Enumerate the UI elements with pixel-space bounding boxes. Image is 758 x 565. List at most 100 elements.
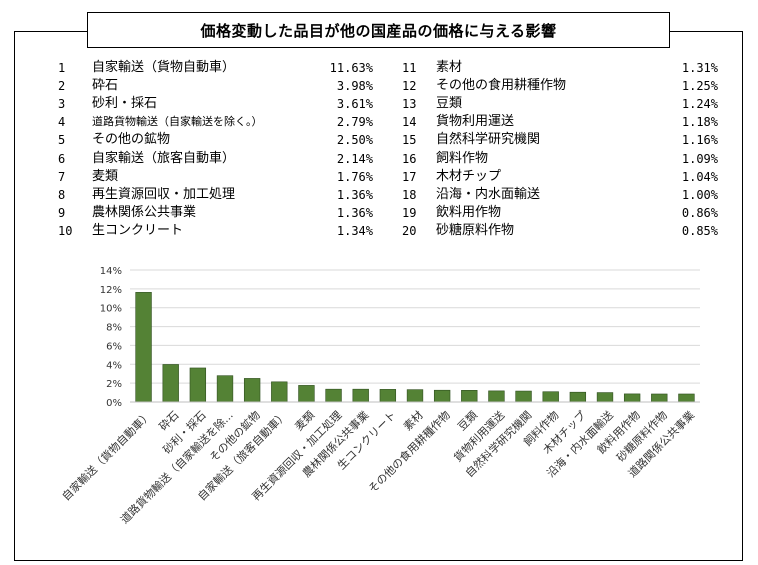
ranking-row: 13 豆類 1.24% — [402, 95, 718, 113]
bar — [271, 381, 288, 403]
ranking-item-percent: 11.63% — [329, 61, 373, 75]
ranking-item-percent: 1.00% — [681, 187, 718, 202]
ranking-item-percent: 1.04% — [681, 169, 718, 184]
ranking-row: 2 砕石 3.98% — [58, 77, 373, 95]
ranking-row: 9 農林関係公共事業 1.36% — [58, 204, 373, 222]
ranking-item-percent: 2.50% — [336, 133, 373, 148]
ranking-number: 12 — [402, 79, 417, 94]
y-tick-label: 10% — [100, 304, 122, 315]
ranking-number: 4 — [58, 115, 66, 130]
ranking-item-percent: 1.09% — [681, 151, 718, 166]
ranking-item-percent: 1.16% — [681, 133, 718, 148]
bar — [569, 391, 587, 403]
bar — [298, 385, 315, 403]
ranking-row: 1 自家輸送（貨物自動車） 11.63% — [58, 59, 373, 77]
ranking-row: 10 生コンクリート 1.34% — [58, 222, 373, 240]
bar — [488, 390, 505, 403]
bar — [461, 390, 478, 403]
ranking-number: 14 — [402, 115, 417, 130]
ranking-item-name: 飲料用作物 — [436, 204, 502, 220]
ranking-number: 9 — [58, 205, 66, 220]
bar — [651, 393, 668, 403]
bar — [678, 393, 695, 403]
bar — [596, 392, 614, 403]
bar — [433, 389, 451, 403]
ranking-row: 15 自然科学研究機関 1.16% — [402, 131, 718, 149]
bar — [542, 391, 559, 403]
ranking-row: 8 再生資源回収・加工処理 1.36% — [58, 186, 373, 204]
ranking-row: 3 砂利・採石 3.61% — [58, 95, 373, 113]
ranking-row: 5 その他の鉱物 2.50% — [58, 131, 373, 149]
ranking-row: 6 自家輸送（旅客自動車） 2.14% — [58, 150, 373, 168]
bar-chart: 0%2%4%6%8%10%12%14%自家輸送（貨物自動車） 砕石砂利・採石道路貨… — [59, 266, 700, 526]
ranking-item-name: 生コンクリート — [92, 222, 184, 238]
ranking-item-percent: 1.24% — [681, 97, 718, 112]
ranking-item-percent: 1.31% — [681, 61, 718, 75]
ranking-number: 17 — [402, 169, 417, 184]
y-tick-label: 0% — [106, 398, 122, 409]
ranking-number: 1 — [58, 61, 66, 75]
ranking-number: 18 — [402, 187, 417, 202]
y-tick-label: 14% — [100, 266, 122, 277]
ranking-item-percent: 1.36% — [336, 205, 373, 220]
ranking-number: 19 — [402, 205, 417, 220]
ranking-row: 7 麦類 1.76% — [58, 168, 373, 186]
bar — [406, 389, 424, 403]
ranking-row: 14 貨物利用運送 1.18% — [402, 113, 718, 131]
ranking-item-name: 貨物利用運送 — [436, 114, 515, 130]
bar — [135, 292, 152, 403]
ranking-item-percent: 1.36% — [336, 187, 373, 202]
ranking-item-percent: 1.76% — [336, 169, 373, 184]
y-tick-label: 6% — [106, 341, 122, 352]
ranking-item-name: 木材チップ — [436, 168, 502, 184]
ranking-number: 3 — [58, 97, 66, 112]
ranking-item-name: 麦類 — [92, 168, 119, 184]
ranking-item-name: 農林関係公共事業 — [92, 204, 197, 220]
y-tick-label: 12% — [100, 285, 122, 296]
ranking-item-percent: 1.18% — [681, 115, 718, 130]
bar — [189, 367, 207, 403]
ranking-number: 13 — [402, 97, 417, 112]
bar — [216, 375, 234, 403]
ranking-item-name: 豆類 — [436, 96, 463, 112]
ranking-item-name: 自家輸送（旅客自動車） — [92, 150, 236, 166]
ranking-item-name: 砕石 — [92, 78, 119, 94]
ranking-item-name: 再生資源回収・加工処理 — [92, 186, 236, 202]
ranking-item-name: その他の食用耕種作物 — [436, 78, 567, 94]
ranking-item-name: 道路貨物輸送（自家輸送を除く。） — [92, 115, 263, 129]
ranking-item-percent: 0.85% — [681, 223, 718, 238]
ranking-number: 11 — [402, 61, 417, 75]
ranking-item-name: 自家輸送（貨物自動車） — [92, 60, 236, 75]
x-tick-label: 自家輸送（貨物自動車） — [59, 408, 154, 503]
ranking-item-percent: 3.98% — [336, 79, 373, 94]
ranking-row: 19 飲料用作物 0.86% — [402, 204, 718, 222]
ranking-row: 20 砂糖原料作物 0.85% — [402, 222, 718, 240]
bar — [623, 393, 641, 403]
ranking-number: 7 — [58, 169, 66, 184]
ranking-item-name: 砂利・採石 — [92, 96, 158, 112]
ranking-item-percent: 0.86% — [681, 205, 718, 220]
chart-title: 価格変動した品目が他の国産品の価格に与える影響 — [87, 12, 670, 48]
ranking-number: 10 — [58, 223, 73, 238]
ranking-item-percent: 1.34% — [336, 223, 373, 238]
ranking-row: 18 沿海・内水面輸送 1.00% — [402, 186, 718, 204]
ranking-row: 16 飼料作物 1.09% — [402, 150, 718, 168]
ranking-number: 20 — [402, 223, 417, 238]
ranking-item-percent: 3.61% — [336, 97, 373, 112]
ranking-item-name: 素材 — [436, 60, 463, 75]
bar — [352, 388, 369, 403]
ranking-item-name: 飼料作物 — [436, 150, 489, 166]
ranking-item-name: 沿海・内水面輸送 — [436, 186, 541, 202]
ranking-row: 4 道路貨物輸送（自家輸送を除く。） 2.79% — [58, 113, 373, 131]
bar — [243, 378, 261, 403]
ranking-item-name: 砂糖原料作物 — [436, 222, 515, 238]
y-tick-label: 4% — [106, 360, 122, 371]
ranking-number: 6 — [58, 151, 66, 166]
bar — [325, 388, 342, 403]
bar — [515, 390, 532, 403]
ranking-number: 15 — [402, 133, 417, 148]
bar — [162, 364, 179, 403]
ranking-number: 5 — [58, 133, 66, 148]
y-tick-label: 2% — [106, 379, 122, 390]
ranking-row: 17 木材チップ 1.04% — [402, 168, 718, 186]
